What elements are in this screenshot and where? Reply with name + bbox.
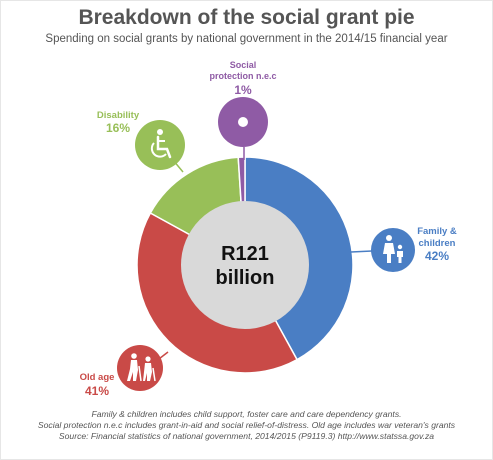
footnote-line-1: Family & children includes child support… — [91, 409, 402, 419]
slice-value-family: 42% — [425, 249, 449, 263]
dot-icon — [218, 97, 268, 147]
slice-label-family-line1: Family & — [417, 226, 457, 237]
slice-label-social-line2: protection n.e.c — [209, 71, 276, 81]
slice-label-social-line1: Social — [230, 60, 257, 70]
chart-subtitle: Spending on social grants by national go… — [45, 33, 448, 45]
family-icon — [371, 228, 415, 272]
slice-label-disability: Disability — [97, 110, 140, 121]
slice-value-social: 1% — [234, 83, 252, 97]
center-label-amount: R121 — [221, 243, 269, 265]
center-disc — [181, 201, 309, 329]
footnote-line-3: Source: Financial statistics of national… — [58, 431, 435, 441]
chart-footnote: Family & children includes child support… — [0, 409, 493, 442]
slice-value-oldage: 41% — [85, 384, 109, 398]
center-label-unit: billion — [216, 267, 275, 289]
slice-label-oldage: Old age — [80, 372, 115, 383]
wheelchair-icon — [135, 120, 185, 170]
chart-title: Breakdown of the social grant pie — [78, 6, 415, 29]
slice-value-disability: 16% — [106, 121, 130, 135]
elderly-icon — [117, 345, 163, 391]
footnote-line-2: Social protection n.e.c includes grant-i… — [37, 420, 456, 430]
slice-label-family-line2: children — [419, 238, 456, 249]
connector-family — [350, 250, 373, 253]
